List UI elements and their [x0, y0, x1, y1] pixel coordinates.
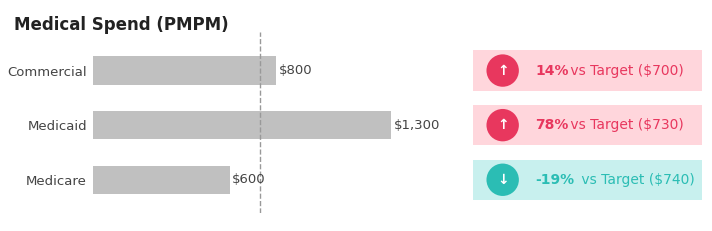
Text: ↓: ↓ — [497, 173, 508, 187]
Text: 14%: 14% — [535, 64, 569, 78]
Bar — [93, 111, 391, 139]
Text: 78%: 78% — [535, 118, 568, 132]
Ellipse shape — [486, 109, 519, 141]
Text: vs Target ($730): vs Target ($730) — [567, 118, 684, 132]
Text: ↑: ↑ — [497, 64, 508, 78]
Bar — [93, 166, 231, 194]
Text: vs Target ($700): vs Target ($700) — [567, 64, 684, 78]
Bar — [93, 56, 276, 85]
Text: ↑: ↑ — [497, 118, 508, 132]
Text: Medical Spend (PMPM): Medical Spend (PMPM) — [14, 16, 229, 34]
FancyBboxPatch shape — [473, 50, 702, 91]
Text: vs Target ($740): vs Target ($740) — [577, 173, 695, 187]
Text: $1,300: $1,300 — [394, 119, 440, 132]
Text: $600: $600 — [231, 173, 265, 186]
Ellipse shape — [486, 54, 519, 87]
Ellipse shape — [486, 164, 519, 196]
Text: -19%: -19% — [535, 173, 574, 187]
FancyBboxPatch shape — [473, 160, 702, 200]
FancyBboxPatch shape — [473, 105, 702, 145]
Text: $800: $800 — [278, 64, 313, 77]
